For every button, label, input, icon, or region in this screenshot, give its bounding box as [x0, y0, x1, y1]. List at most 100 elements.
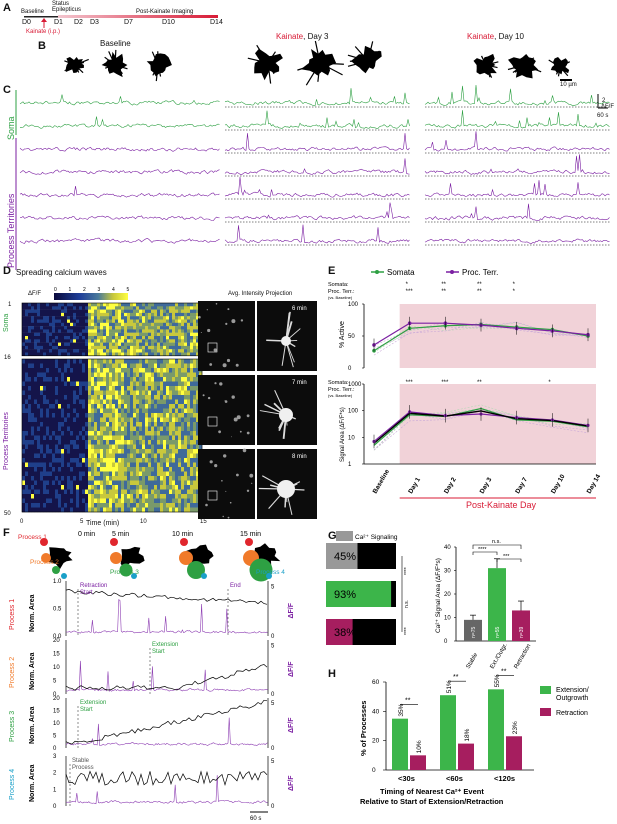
heatmap-cell [49, 458, 53, 463]
heatmap-cell [85, 309, 89, 314]
heatmap-cell [94, 359, 98, 364]
heatmap-cell [61, 489, 65, 495]
heatmap-cell [148, 352, 152, 356]
micro-speck [209, 363, 213, 366]
heatmap-cell [28, 440, 32, 445]
heatmap-cell [85, 352, 89, 356]
xtick-label: Day 10 [550, 473, 567, 495]
f-process-3 [187, 561, 205, 579]
heatmap-cell [112, 507, 116, 513]
heatmap-cell [22, 404, 26, 409]
heatmap-cell [67, 349, 71, 353]
heatmap-cell [79, 322, 83, 327]
heatmap-cell [145, 453, 149, 459]
heatmap-cell [67, 431, 71, 436]
heatmap-cell [115, 339, 119, 343]
heatmap-cell [37, 359, 41, 364]
heatmap-cell [76, 399, 80, 405]
heatmap-cell [178, 349, 182, 353]
heatmap-cell [190, 332, 194, 337]
heatmap-cell [37, 417, 41, 423]
micro-speck [209, 460, 213, 464]
heatmap-cell [94, 422, 98, 427]
heatmap-cell [115, 440, 119, 445]
heatmap-cell [178, 395, 182, 400]
sig-mark: ** [441, 289, 446, 295]
h-ytick-label: 40 [372, 708, 380, 715]
heatmap-cell [43, 431, 47, 436]
heatmap-cell [160, 440, 164, 445]
heatmap-cell [82, 476, 86, 481]
heatmap-cell [25, 417, 29, 423]
heatmap-cell [154, 332, 158, 337]
heatmap-cell [157, 306, 161, 310]
heatmap-cell [166, 476, 170, 481]
heatmap-cell [70, 480, 74, 486]
heatmap-cell [181, 417, 185, 423]
heatmap-cell [52, 359, 56, 364]
heatmap-cell [133, 326, 137, 330]
heatmap-cell [139, 507, 143, 513]
heatmap-cell [79, 503, 83, 508]
heatmap-cell [130, 426, 134, 432]
heatmap-cell [67, 372, 71, 378]
heatmap-cell [115, 489, 119, 495]
heatmap-cell [127, 458, 131, 463]
heatmap-cell [124, 471, 128, 477]
heatmap-cell [22, 444, 26, 450]
heatmap-cell [184, 390, 188, 396]
heatmap-cell [52, 349, 56, 353]
astrocyte-branch [517, 64, 525, 76]
heatmap-cell [58, 408, 62, 414]
heatmap-cell [196, 352, 200, 356]
heatmap-cell [85, 316, 89, 320]
micro-speck [235, 363, 239, 367]
heatmap-cell [196, 467, 200, 472]
heatmap-cell [160, 339, 164, 343]
heatmap-cell [106, 413, 110, 418]
heatmap-cell [37, 426, 41, 432]
heatmap-cell [178, 303, 182, 307]
heatmap-cell [91, 422, 95, 427]
heatmap-cell [58, 435, 62, 441]
heatmap-cell [148, 377, 152, 382]
heatmap-cell [52, 422, 56, 427]
heatmap-cell [49, 404, 53, 409]
heatmap-cell [130, 399, 134, 405]
heatmap-cell [64, 404, 68, 409]
heatmap-cell [94, 476, 98, 481]
heatmap-cell [49, 339, 53, 343]
heatmap-cell [103, 352, 107, 356]
heatmap-cell [178, 498, 182, 504]
heatmap-cell [52, 372, 56, 378]
heatmap-cell [70, 489, 74, 495]
heatmap-cell [61, 359, 65, 364]
heatmap-cell [46, 319, 50, 323]
heatmap-cell [193, 485, 197, 490]
heatmap-cell [46, 471, 50, 477]
sig-vs: (vs. Baseline) [328, 295, 353, 300]
heatmap-cell [37, 339, 41, 343]
heatmap-cell [85, 332, 89, 337]
heatmap-cell [55, 363, 59, 369]
heatmap-cell [52, 329, 56, 333]
heatmap-cell [85, 422, 89, 427]
heatmap-cell [163, 359, 167, 364]
heatmap-cell [31, 426, 35, 432]
heatmap-cell [175, 453, 179, 459]
heatmap-cell [100, 303, 104, 307]
heatmap-cell [109, 458, 113, 463]
heatmap-cell [118, 426, 122, 432]
heatmap-cell [181, 476, 185, 481]
heatmap-cell [157, 480, 161, 486]
heatmap-cell [112, 395, 116, 400]
heatmap-cell [139, 306, 143, 310]
heatmap-cell [157, 390, 161, 396]
heatmap-cell [124, 352, 128, 356]
shade-bottom [399, 384, 596, 464]
heatmap-cell [22, 413, 26, 418]
heatmap-cell [169, 435, 173, 441]
heatmap-cell [88, 444, 92, 450]
heatmap-cell [160, 462, 164, 468]
heatmap-cell [94, 435, 98, 441]
